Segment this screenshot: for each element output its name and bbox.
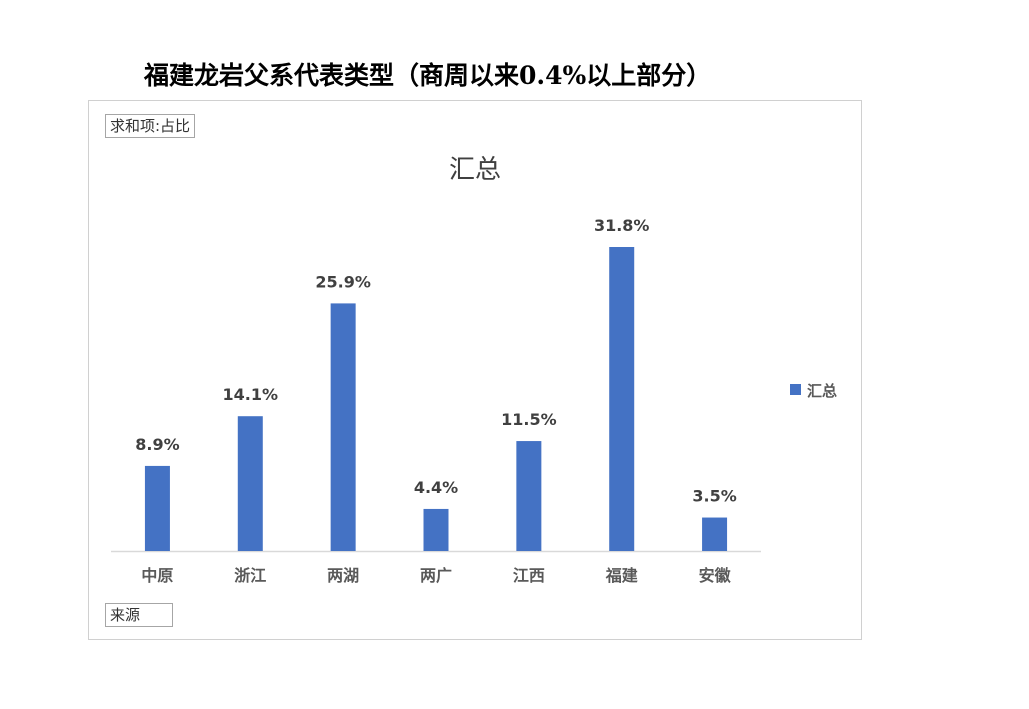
bar-6	[609, 247, 635, 551]
row-field-button[interactable]: 来源	[105, 603, 173, 627]
bar-1	[144, 465, 170, 551]
data-label-7: 3.5%	[692, 487, 736, 506]
chart-title: 汇总	[449, 155, 501, 185]
data-label-5: 11.5%	[501, 410, 557, 429]
category-label-1: 中原	[141, 566, 173, 585]
bar-5	[516, 441, 542, 551]
data-label-4: 4.4%	[414, 478, 458, 497]
bar-2	[237, 416, 263, 551]
bar-4	[423, 508, 449, 551]
data-label-1: 8.9%	[135, 435, 179, 454]
category-label-5: 江西	[513, 566, 545, 585]
category-label-3: 两湖	[327, 566, 359, 585]
legend-swatch	[790, 384, 801, 395]
data-label-6: 31.8%	[594, 216, 650, 235]
value-field-button[interactable]: 求和项:占比	[105, 114, 196, 138]
pivot-chart[interactable]: 求和项:占比 来源	[88, 100, 862, 640]
bar-3	[330, 303, 356, 551]
page-title: 福建龙岩父系代表类型（商周以来0.4%以上部分）	[144, 61, 712, 90]
bar-7	[702, 517, 728, 551]
data-label-2: 14.1%	[223, 385, 279, 404]
category-label-7: 安徽	[699, 566, 732, 585]
category-label-4: 两广	[420, 566, 452, 585]
legend-label: 汇总	[807, 382, 837, 400]
category-label-2: 浙江	[234, 566, 266, 585]
category-label-6: 福建	[605, 566, 638, 585]
data-label-3: 25.9%	[315, 272, 371, 291]
